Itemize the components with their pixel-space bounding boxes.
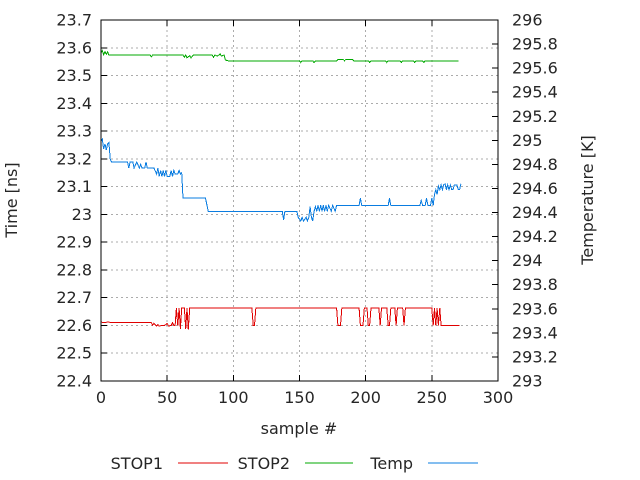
y2-tick-label: 293.2 xyxy=(512,347,558,366)
y-tick-label: 22.8 xyxy=(56,260,92,279)
legend-label-stop1: STOP1 xyxy=(111,454,163,473)
y-tick-label: 23 xyxy=(72,205,92,224)
x-tick-label: 0 xyxy=(96,388,106,407)
y2-tick-label: 295 xyxy=(512,131,543,150)
legend-label-temp: Temp xyxy=(369,454,413,473)
y-tick-label: 23.4 xyxy=(56,94,92,113)
y-tick-label: 22.4 xyxy=(56,372,92,391)
y2-tick-label: 294.6 xyxy=(512,179,558,198)
y-tick-label: 22.5 xyxy=(56,344,92,363)
y-tick-label: 23.7 xyxy=(56,11,92,30)
y-tick-label: 22.6 xyxy=(56,316,92,335)
y-tick-label: 23.2 xyxy=(56,149,92,168)
series-layer xyxy=(100,49,462,330)
y2-tick-label: 293.8 xyxy=(512,275,558,294)
series-line-temp xyxy=(100,137,462,223)
legend-label-stop2: STOP2 xyxy=(238,454,290,473)
y2-axis-title: Temperature [K] xyxy=(578,135,597,265)
y-tick-label: 22.7 xyxy=(56,288,92,307)
tick-label-layer: 0 50 100 150 200 250 300 22.4 22.5 22.6 22.7 22.8 22… xyxy=(56,11,557,408)
y2-tick-label: 293 xyxy=(512,372,543,391)
y-tick-label: 23.5 xyxy=(56,66,92,85)
x-tick-label: 50 xyxy=(157,388,177,407)
y2-tick-label: 294.4 xyxy=(512,203,558,222)
y2-tick-label: 293.6 xyxy=(512,299,558,318)
plot-border xyxy=(100,19,499,382)
y2-tick-label: 294.2 xyxy=(512,227,558,246)
y2-tick-label: 296 xyxy=(512,11,543,30)
x-axis-title: sample # xyxy=(261,419,338,438)
y2-tick-label: 295.4 xyxy=(512,83,558,102)
x-tick-label: 100 xyxy=(218,388,249,407)
x-tick-label: 150 xyxy=(284,388,315,407)
series-line-stop2 xyxy=(100,49,459,64)
x-tick-label: 250 xyxy=(417,388,448,407)
y2-tick-label: 295.2 xyxy=(512,107,558,126)
y-tick-label: 23.1 xyxy=(56,177,92,196)
x-tick-label: 200 xyxy=(350,388,381,407)
y2-tick-label: 294 xyxy=(512,251,543,270)
y-tick-label: 22.9 xyxy=(56,233,92,252)
y2-tick-label: 295.6 xyxy=(512,59,558,78)
y-tick-label: 23.3 xyxy=(56,122,92,141)
grid-layer xyxy=(101,20,498,381)
y-axis-title: Time [ns] xyxy=(2,162,21,238)
x-tick-label: 300 xyxy=(483,388,514,407)
y-tick-label: 23.6 xyxy=(56,38,92,57)
series-line-stop1 xyxy=(100,307,460,330)
legend: STOP1 STOP2 Temp xyxy=(111,454,478,473)
y2-tick-label: 295.8 xyxy=(512,35,558,54)
y2-tick-label: 294.8 xyxy=(512,155,558,174)
y2-tick-label: 293.4 xyxy=(512,323,558,342)
